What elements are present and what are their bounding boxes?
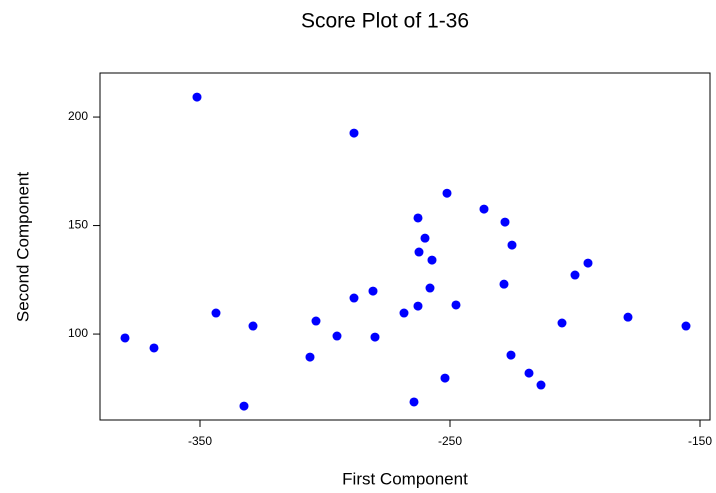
plot-frame	[99, 72, 711, 421]
point	[409, 397, 419, 407]
point	[427, 255, 437, 265]
point	[420, 233, 430, 243]
y-tick-label: 200	[68, 109, 88, 123]
point	[211, 308, 221, 318]
x-tick-label: -250	[438, 434, 462, 448]
point	[442, 188, 452, 198]
point	[440, 373, 450, 383]
x-tick-label: -150	[688, 434, 712, 448]
y-axis-label: Second Component	[13, 172, 32, 323]
point	[536, 380, 546, 390]
x-tick-label: -350	[188, 434, 212, 448]
point	[332, 331, 342, 341]
point	[413, 301, 423, 311]
point	[681, 321, 691, 331]
point	[623, 312, 633, 322]
chart-title: Score Plot of 1-36	[301, 10, 469, 33]
point	[451, 300, 461, 310]
point	[149, 343, 159, 353]
point	[507, 240, 517, 250]
point	[305, 352, 315, 362]
point	[557, 318, 567, 328]
point	[506, 350, 516, 360]
point	[414, 247, 424, 257]
point	[349, 293, 359, 303]
point	[524, 368, 534, 378]
point	[239, 401, 249, 411]
point	[425, 283, 435, 293]
point	[311, 316, 321, 326]
point	[570, 270, 580, 280]
x-axis-label: First Component	[342, 469, 468, 488]
point	[192, 92, 202, 102]
y-tick-label: 100	[68, 326, 88, 340]
point	[349, 128, 359, 138]
point	[370, 332, 380, 342]
y-tick-label: 150	[68, 218, 88, 232]
point	[120, 333, 130, 343]
point	[413, 213, 423, 223]
point	[479, 204, 489, 214]
point	[399, 308, 409, 318]
point	[583, 258, 593, 268]
point	[500, 217, 510, 227]
point	[499, 279, 509, 289]
point	[368, 286, 378, 296]
point	[248, 321, 258, 331]
